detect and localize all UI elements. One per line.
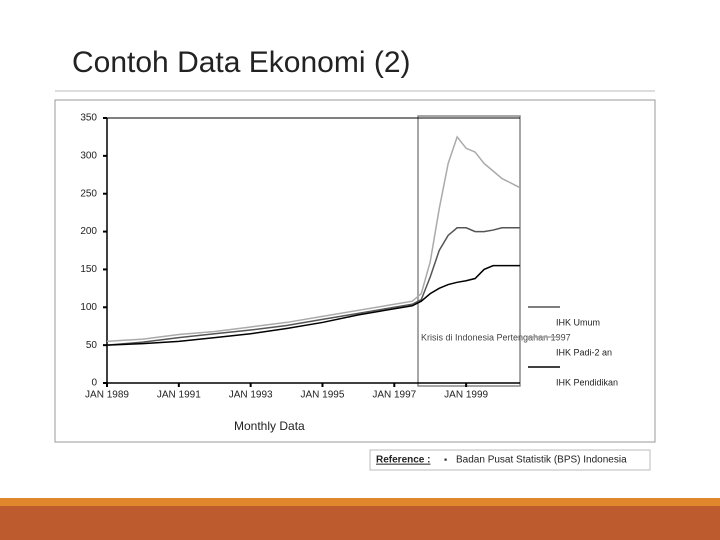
x-tick-label: JAN 1991 (157, 390, 201, 401)
chart-frame (54, 99, 656, 443)
series-line (106, 227, 520, 346)
footer-band (0, 498, 720, 506)
slide-title: Contoh Data Ekonomi (2) (72, 46, 411, 79)
crisis-box (417, 115, 521, 387)
x-axis-label: Monthly Data (234, 419, 305, 433)
legend-label: IHK Pendidikan (556, 377, 618, 387)
x-tick-label: JAN 1999 (444, 390, 488, 401)
y-tick-label: 250 (80, 188, 97, 199)
legend-label: IHK Umum (556, 317, 600, 327)
footer-bar (0, 506, 720, 540)
y-tick-label: 0 (91, 378, 97, 389)
y-tick-label: 50 (86, 340, 98, 351)
series-line (106, 264, 520, 346)
x-tick-label: JAN 1995 (301, 390, 345, 401)
x-tick-label: JAN 1993 (229, 390, 273, 401)
x-tick-label: JAN 1989 (85, 390, 129, 401)
y-tick-label: 200 (80, 226, 97, 237)
reference-label: Reference : (376, 455, 430, 466)
series-line (106, 135, 521, 343)
x-tick-label: JAN 1997 (372, 390, 416, 401)
reference-bullet: ▪ (444, 454, 447, 464)
legend-label: IHK Padi-2 an (556, 347, 612, 357)
reference-source: Badan Pusat Statistik (BPS) Indonesia (456, 455, 627, 466)
y-tick-label: 150 (80, 264, 97, 275)
annotation: Krisis di Indonesia Pertengahan 1997 (421, 332, 571, 342)
reference-box (369, 449, 651, 471)
y-tick-label: 350 (80, 113, 97, 124)
y-tick-label: 300 (80, 150, 97, 161)
y-tick-label: 100 (80, 302, 97, 313)
